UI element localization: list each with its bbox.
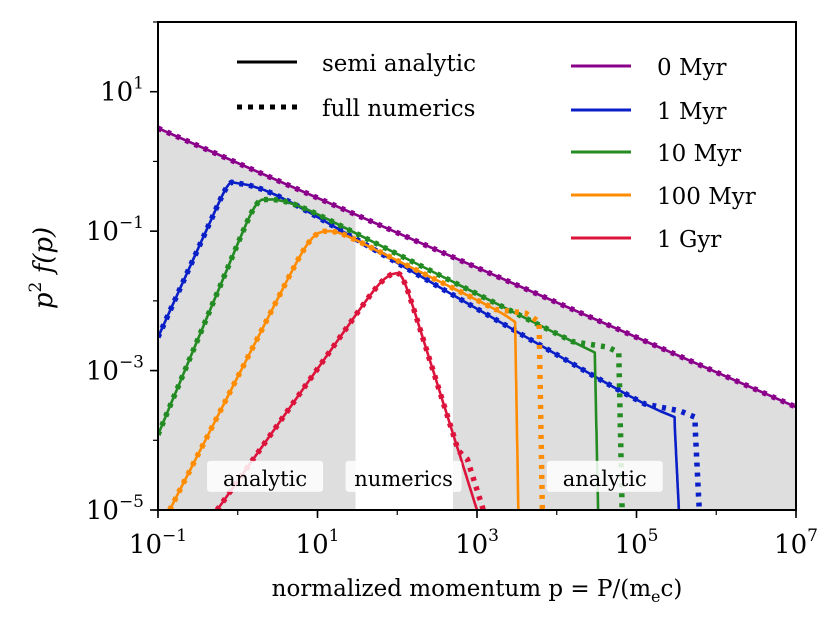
x-tick-label: 10−1 (129, 526, 187, 560)
y-tick-label: 10−5 (86, 492, 144, 526)
y-tick-label: 101 (100, 74, 144, 108)
series-dots-10-myr (158, 196, 625, 510)
x-tick-label: 105 (615, 526, 659, 560)
region-label: analytic (563, 467, 647, 491)
y-tick-label: 10−1 (86, 213, 144, 247)
y-tick-label: 10−3 (86, 353, 144, 387)
region-label-box (207, 460, 324, 492)
legend-label-1-myr: 1 Myr (657, 99, 726, 125)
series-curves (158, 125, 796, 510)
legend-label-full-numerics: full numerics (322, 96, 475, 122)
legend-label-1-gyr: 1 Gyr (657, 227, 721, 253)
region-label: numerics (354, 467, 453, 491)
x-tick-label: 101 (296, 526, 340, 560)
legend-label-semi-analytic: semi analytic (322, 51, 476, 77)
series-dots-1-gyr (214, 270, 486, 510)
legend-label-0-myr: 0 Myr (657, 55, 726, 81)
legend: semi analytic full numerics 0 Myr 1 Myr … (237, 51, 756, 253)
y-axis-label: p2 f(p) (26, 227, 59, 309)
region-label: analytic (223, 467, 307, 491)
region-label-box (546, 460, 663, 492)
series-dots-1-myr (158, 179, 702, 510)
region-label-box (345, 460, 462, 492)
series-dots-0-myr (158, 125, 796, 410)
region-labels: analytic numerics analytic (207, 460, 663, 492)
legend-label-100-myr: 100 Myr (657, 184, 756, 210)
axis-ticks: 10−1 101 103 105 107 10−5 10−3 10−1 101 (86, 21, 818, 560)
x-tick-label: 103 (455, 526, 499, 560)
x-tick-label: 107 (774, 526, 818, 560)
legend-label-10-myr: 10 Myr (657, 141, 741, 167)
x-axis-label: normalized momentum p = P/(mec) (272, 576, 683, 606)
series-dots-100-myr (167, 228, 546, 510)
